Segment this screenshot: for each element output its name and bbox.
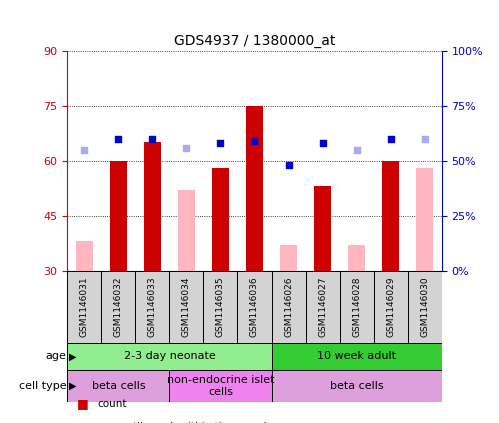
Bar	[212, 168, 229, 271]
Point	[114, 135, 122, 142]
Text: percentile rank within the sample: percentile rank within the sample	[97, 422, 273, 423]
Bar	[374, 271, 408, 343]
Bar	[178, 190, 195, 271]
Bar	[144, 143, 161, 271]
Text: ■: ■	[77, 421, 89, 423]
Bar	[305, 271, 339, 343]
Text: cell type: cell type	[19, 381, 66, 391]
Text: GSM1146029: GSM1146029	[386, 277, 395, 337]
Bar	[67, 271, 101, 343]
Bar	[408, 271, 442, 343]
Bar	[170, 271, 204, 343]
Point	[284, 162, 292, 168]
Text: 2-3 day neonate: 2-3 day neonate	[124, 352, 215, 361]
Bar	[204, 271, 238, 343]
Text: non-endocrine islet
cells: non-endocrine islet cells	[167, 375, 274, 397]
Bar	[246, 106, 263, 271]
Point	[217, 140, 225, 146]
Text: GSM1146027: GSM1146027	[318, 277, 327, 337]
Point	[421, 135, 429, 142]
Bar	[110, 161, 127, 271]
Text: 10 week adult: 10 week adult	[317, 352, 396, 361]
Bar	[67, 370, 170, 402]
Point	[80, 146, 88, 153]
Bar	[416, 168, 433, 271]
Point	[148, 135, 156, 142]
Point	[353, 146, 361, 153]
Bar	[271, 271, 305, 343]
Bar	[339, 271, 374, 343]
Bar	[76, 242, 93, 271]
Text: GSM1146030: GSM1146030	[420, 277, 429, 337]
Text: beta cells: beta cells	[92, 381, 145, 391]
Text: GSM1146036: GSM1146036	[250, 277, 259, 337]
Bar	[238, 271, 271, 343]
Bar	[135, 271, 170, 343]
Text: GSM1146033: GSM1146033	[148, 277, 157, 337]
Bar	[271, 370, 442, 402]
Text: GSM1146032: GSM1146032	[114, 277, 123, 337]
Text: ■: ■	[77, 398, 89, 410]
Title: GDS4937 / 1380000_at: GDS4937 / 1380000_at	[174, 34, 335, 48]
Bar	[67, 343, 271, 370]
Point	[318, 140, 326, 146]
Text: GSM1146031: GSM1146031	[80, 277, 89, 337]
Bar	[170, 370, 271, 402]
Text: GSM1146028: GSM1146028	[352, 277, 361, 337]
Text: beta cells: beta cells	[330, 381, 383, 391]
Bar	[314, 187, 331, 271]
Bar	[101, 271, 135, 343]
Point	[183, 144, 191, 151]
Bar	[280, 245, 297, 271]
Text: count: count	[97, 399, 127, 409]
Text: age: age	[45, 352, 66, 361]
Text: ▶: ▶	[69, 352, 76, 361]
Point	[250, 137, 258, 144]
Text: ▶: ▶	[69, 381, 76, 391]
Bar	[348, 245, 365, 271]
Point	[387, 135, 395, 142]
Bar	[271, 343, 442, 370]
Text: GSM1146035: GSM1146035	[216, 277, 225, 337]
Bar	[382, 161, 399, 271]
Text: GSM1146034: GSM1146034	[182, 277, 191, 337]
Text: GSM1146026: GSM1146026	[284, 277, 293, 337]
